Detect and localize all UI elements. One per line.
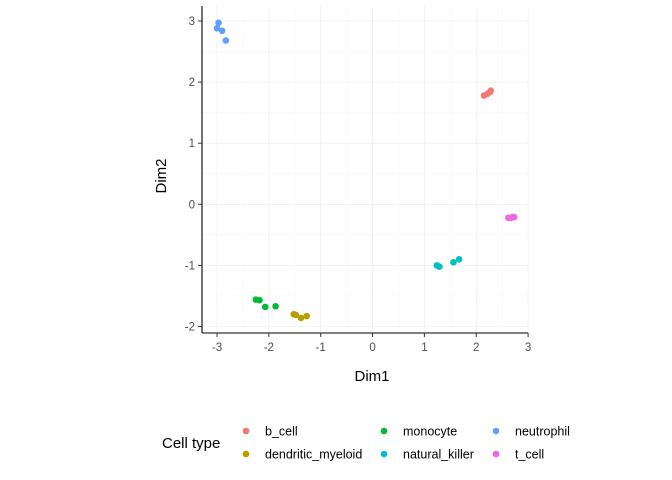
legend-key <box>492 427 500 435</box>
legend-item-dendritic-myeloid: dendritic_myeloid <box>242 448 362 462</box>
legend-key <box>380 427 388 435</box>
point-dendritic-myeloid <box>297 314 305 322</box>
point-t-cell <box>510 213 518 221</box>
legend-label: t_cell <box>515 448 544 462</box>
point-monocyte <box>261 303 269 311</box>
legend: b_cell dendritic_myeloid monocyte natural_k… <box>242 425 570 462</box>
legend-title: Cell type <box>162 435 220 452</box>
legend-label: neutrophil <box>515 425 570 439</box>
point-neutrophil <box>213 25 221 32</box>
point-natural-killer <box>436 263 443 270</box>
legend-item-t-cell: t_cell <box>492 448 544 462</box>
y-tick-label: 1 <box>189 138 195 150</box>
legend-label: monocyte <box>403 425 457 439</box>
y-axis-title: Dim2 <box>153 158 170 193</box>
point-neutrophil <box>218 27 226 35</box>
point-neutrophil <box>215 19 222 27</box>
x-tick-label: -2 <box>264 342 274 354</box>
y-tick-label: 3 <box>189 16 195 28</box>
x-tick-label: -3 <box>212 342 222 354</box>
point-natural-killer <box>455 255 463 263</box>
y-tick-label: 0 <box>189 199 195 211</box>
legend-item-neutrophil: neutrophil <box>492 425 570 439</box>
y-tick-label: 2 <box>189 77 195 89</box>
point-monocyte <box>256 296 263 304</box>
point-neutrophil <box>222 37 230 44</box>
x-tick-label: 0 <box>369 342 375 354</box>
grid <box>202 6 529 333</box>
legend-label: dendritic_myeloid <box>265 448 362 462</box>
legend-label: natural_killer <box>403 448 474 462</box>
legend-label: b_cell <box>265 425 298 439</box>
legend-item-natural-killer: natural_killer <box>380 448 474 462</box>
x-tick-label: 1 <box>421 342 427 354</box>
legend-key <box>242 450 250 458</box>
data-points <box>213 19 518 322</box>
x-tick-label: 3 <box>525 342 531 354</box>
point-dendritic-myeloid <box>303 312 311 320</box>
point-b-cell <box>487 87 495 94</box>
y-tick-label: -2 <box>185 322 195 334</box>
legend-item-monocyte: monocyte <box>380 425 457 439</box>
y-tick-label: -1 <box>185 260 195 272</box>
x-axis-title: Dim1 <box>354 368 389 385</box>
point-dendritic-myeloid <box>292 311 300 319</box>
legend-item-b-cell: b_cell <box>242 425 298 439</box>
point-natural-killer <box>450 259 457 266</box>
point-monocyte <box>272 303 279 310</box>
x-tick-label: 2 <box>473 342 479 354</box>
x-tick-label: -1 <box>316 342 326 354</box>
legend-key <box>242 427 250 435</box>
legend-key <box>380 450 388 458</box>
axes: -3 -2 -1 0 1 2 3 -2 -1 0 1 2 3 <box>185 6 531 354</box>
legend-key <box>492 450 500 458</box>
